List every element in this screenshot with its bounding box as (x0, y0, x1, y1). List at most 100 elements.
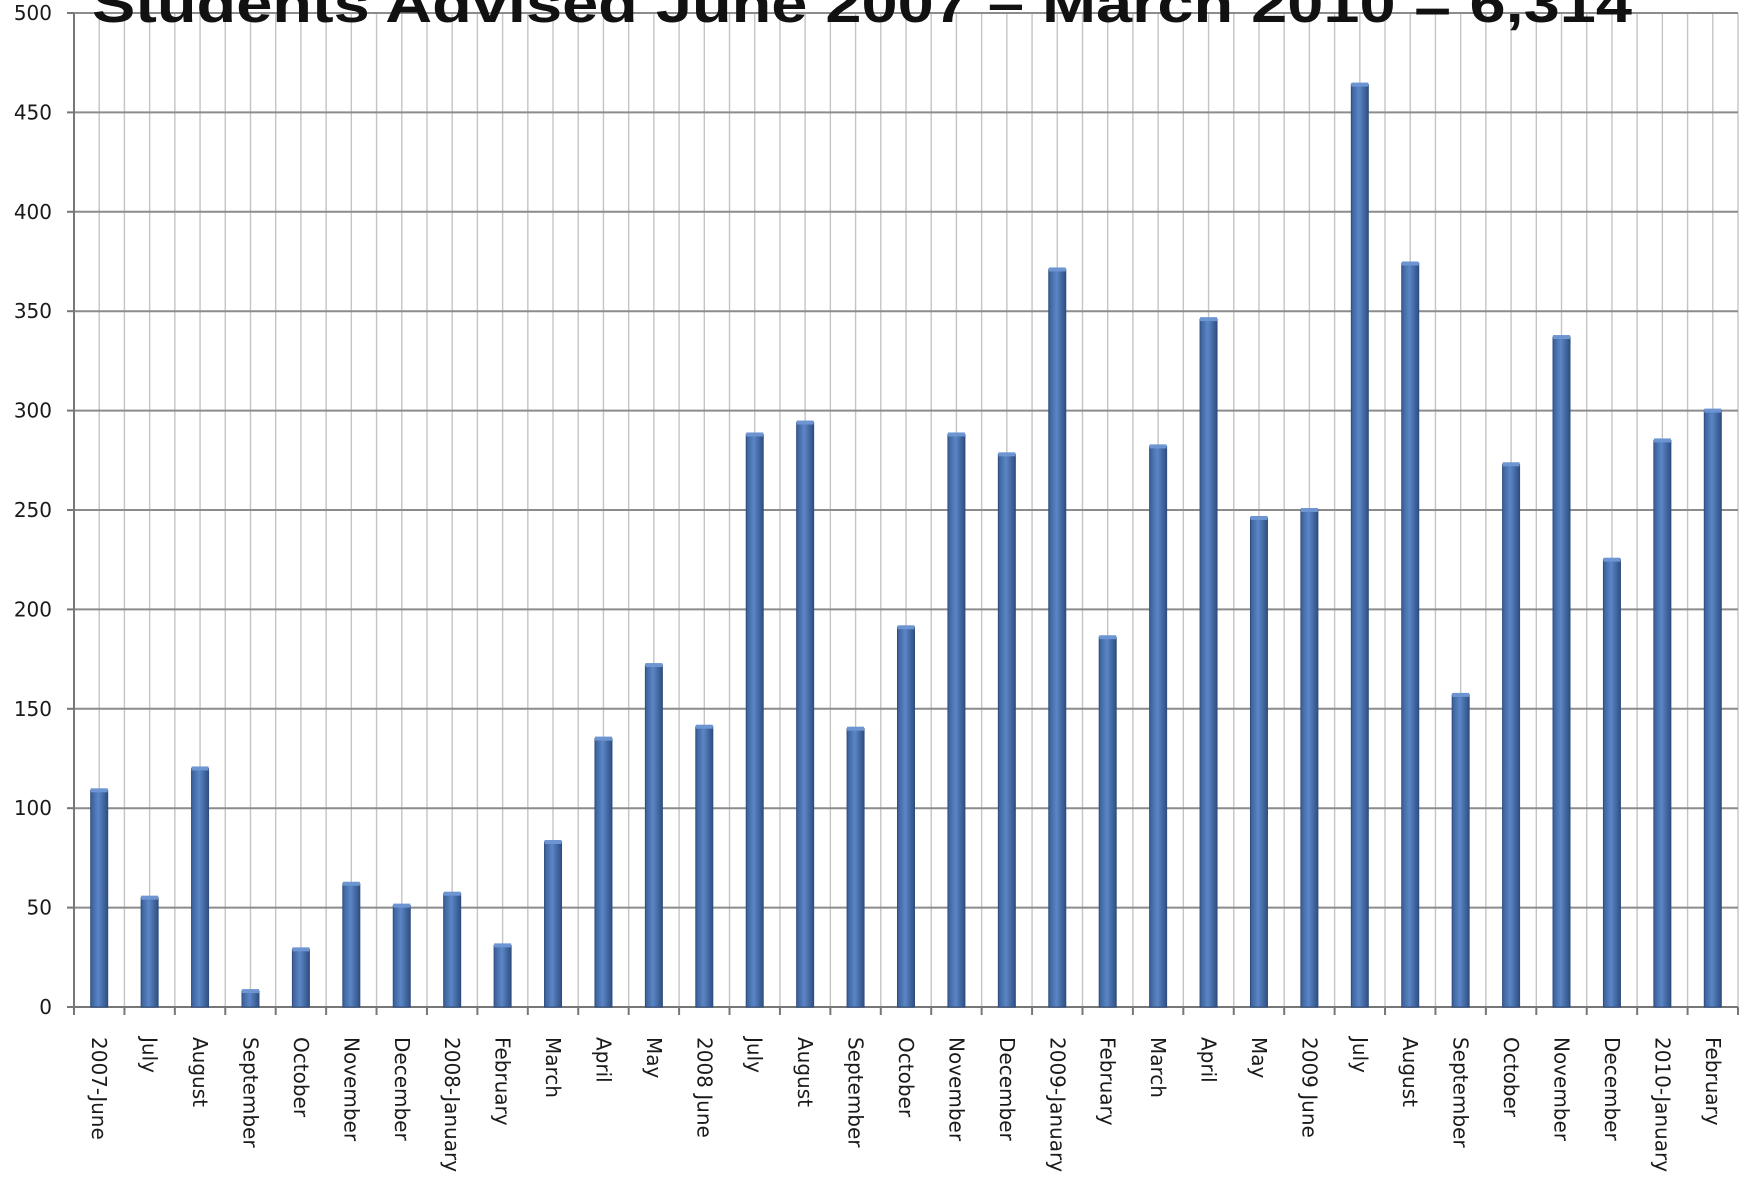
bar (1502, 463, 1521, 1008)
bar (1401, 262, 1420, 1008)
bar (191, 767, 210, 1008)
bar (1552, 336, 1571, 1008)
bar (796, 422, 815, 1008)
x-tick-label: April (1197, 1037, 1221, 1083)
y-tick-label: 350 (14, 299, 52, 323)
bar (1048, 268, 1067, 1008)
x-tick-label: 2008 June (692, 1037, 716, 1138)
y-tick-labels: 0 50 100 150 200 250 300 350 400 450 500 (14, 1, 52, 1019)
bar-cap (947, 432, 965, 437)
x-tick-label: November (1550, 1037, 1574, 1142)
x-tick-label: 2009 June (1297, 1037, 1321, 1138)
bar (1350, 84, 1369, 1008)
x-tick-label: August (1398, 1037, 1422, 1107)
bar (1249, 517, 1268, 1008)
bar-cap (998, 452, 1016, 457)
x-tick-label: November (339, 1037, 363, 1142)
bars (90, 82, 1722, 1008)
x-tick-label: May (1247, 1037, 1271, 1079)
bar (291, 948, 310, 1008)
bar-cap (1048, 267, 1066, 272)
bar-cap (1401, 261, 1419, 266)
y-tick-label: 500 (14, 1, 52, 25)
bar (695, 726, 714, 1008)
bar-cap (90, 788, 108, 793)
bar-cap (292, 947, 310, 952)
x-tick-label: May (642, 1037, 666, 1079)
bar-cap (1200, 317, 1218, 322)
bar-cap (1704, 408, 1722, 413)
bar (1451, 694, 1470, 1008)
bar (342, 883, 361, 1008)
x-tick-label: July (743, 1035, 767, 1073)
x-tick-label: February (491, 1037, 515, 1126)
bar-cap (494, 943, 512, 948)
x-tick-label: September (1449, 1037, 1473, 1148)
x-tick-label: 2010-January (1650, 1037, 1674, 1172)
bar (644, 664, 663, 1008)
x-tick-label: September (238, 1037, 262, 1148)
bar-cap (1452, 692, 1470, 697)
bar (544, 841, 563, 1008)
x-tick-label: 2008-January (440, 1037, 464, 1172)
bar-cap (141, 895, 159, 900)
bar (493, 944, 512, 1008)
bar-cap (1502, 462, 1520, 467)
x-tick-label: March (541, 1037, 565, 1098)
bar (90, 789, 109, 1008)
y-tick-label: 50 (27, 896, 52, 920)
y-tick-label: 450 (14, 100, 52, 124)
bar-cap (1603, 557, 1621, 562)
x-tick-label: December (1600, 1037, 1624, 1141)
x-tick-label: September (844, 1037, 868, 1148)
bar (1703, 410, 1722, 1008)
bar-cap (1351, 82, 1369, 87)
bar-cap (1250, 515, 1268, 520)
x-tick-label: April (591, 1037, 615, 1083)
x-tick-label: 2007-June (87, 1037, 111, 1140)
x-tick-label: February (1096, 1037, 1120, 1126)
bar-cap (1300, 508, 1318, 512)
x-tick-label: October (289, 1037, 313, 1118)
bar-cap (1553, 335, 1571, 340)
bar (947, 433, 966, 1008)
x-tick-label: July (1348, 1035, 1372, 1073)
bar-cap (847, 726, 865, 731)
bar (140, 897, 159, 1008)
bar (1098, 636, 1117, 1008)
y-tick-label: 200 (14, 597, 52, 621)
bar-cap (191, 766, 209, 771)
bar (846, 728, 865, 1008)
bar (1149, 445, 1168, 1008)
y-tick-label: 300 (14, 399, 52, 423)
bar-cap (443, 891, 461, 896)
x-tick-label: July (138, 1035, 162, 1073)
x-tick-label: December (390, 1037, 414, 1141)
bar-cap (544, 839, 562, 844)
bar (997, 453, 1016, 1008)
bar-cap (645, 663, 663, 668)
bar-cap (241, 989, 259, 994)
bar-cap (393, 903, 411, 908)
bar (1653, 439, 1672, 1008)
x-tick-label: November (944, 1037, 968, 1142)
x-tick-label: August (188, 1037, 212, 1107)
bar (241, 990, 260, 1008)
x-tick-label: 2009-January (1045, 1037, 1069, 1172)
bar-cap (342, 881, 360, 886)
bar (897, 626, 915, 1008)
bar (443, 893, 462, 1008)
bar-cap (1149, 444, 1167, 449)
x-tick-label: October (894, 1037, 918, 1118)
x-tick-label: August (793, 1037, 817, 1107)
x-tick-labels: 2007-June July August September October Novem… (87, 1035, 1725, 1172)
y-tick-label: 400 (14, 200, 52, 224)
bar (1300, 509, 1319, 1008)
bar-cap (695, 724, 713, 729)
bar (594, 738, 613, 1008)
bar-cap (796, 420, 814, 425)
y-tick-label: 0 (39, 995, 52, 1019)
bar (1199, 318, 1218, 1008)
bar-cap (746, 432, 764, 437)
